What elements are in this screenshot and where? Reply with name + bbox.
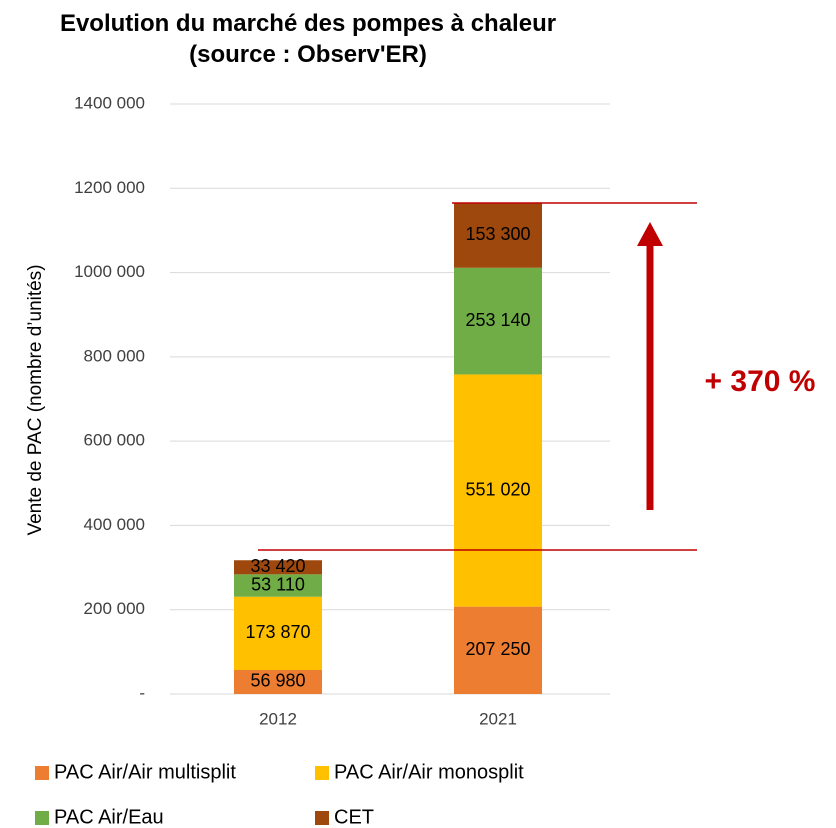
- data-label: 207 250: [465, 639, 530, 659]
- y-tick-label: 1200 000: [74, 178, 145, 197]
- y-tick-label: 600 000: [84, 431, 145, 450]
- data-label: 253 140: [465, 310, 530, 330]
- bar-segment: [454, 203, 542, 268]
- arrow-head: [637, 222, 663, 246]
- y-tick-label: 400 000: [84, 515, 145, 534]
- data-label: 33 420: [250, 556, 305, 576]
- legend-swatch: [35, 766, 49, 780]
- y-tick-label: 800 000: [84, 346, 145, 365]
- legend-label: PAC Air/Eau: [54, 806, 164, 828]
- bar-segment: [234, 596, 322, 670]
- chart-title: Evolution du marché des pompes à chaleur…: [59, 10, 557, 68]
- y-tick-label: 200 000: [84, 599, 145, 618]
- bar-segment: [234, 669, 322, 694]
- data-label: 551 020: [465, 479, 530, 499]
- legend-label: CET: [334, 806, 374, 828]
- data-label: 153 300: [465, 224, 530, 244]
- bar-segment: [234, 574, 322, 597]
- legend-swatch: [35, 811, 49, 825]
- y-axis-label: Vente de PAC (nombre d’unités): [25, 264, 46, 535]
- bar-segment: [454, 267, 542, 375]
- bar-segment: [454, 374, 542, 607]
- bar-segment: [234, 560, 322, 575]
- annotation: + 370 %: [705, 365, 816, 398]
- y-tick-label: -: [139, 683, 145, 702]
- legend-label: PAC Air/Air multisplit: [54, 761, 236, 783]
- x-tick-label: 2021: [479, 709, 517, 728]
- data-label: 173 870: [245, 622, 310, 642]
- data-label: 56 980: [250, 671, 305, 691]
- bar-segment: [454, 606, 542, 694]
- x-tick-label: 2012: [259, 709, 297, 728]
- plot: - 200 000 400 000 600 000 800 000 1000 000 120…: [74, 93, 610, 728]
- legend-swatch: [315, 811, 329, 825]
- legend-swatch: [315, 766, 329, 780]
- y-tick-label: 1000 000: [74, 262, 145, 281]
- data-label: 53 110: [251, 574, 305, 594]
- legend-label: PAC Air/Air monosplit: [334, 761, 524, 783]
- y-tick-label: 1400 000: [74, 93, 145, 112]
